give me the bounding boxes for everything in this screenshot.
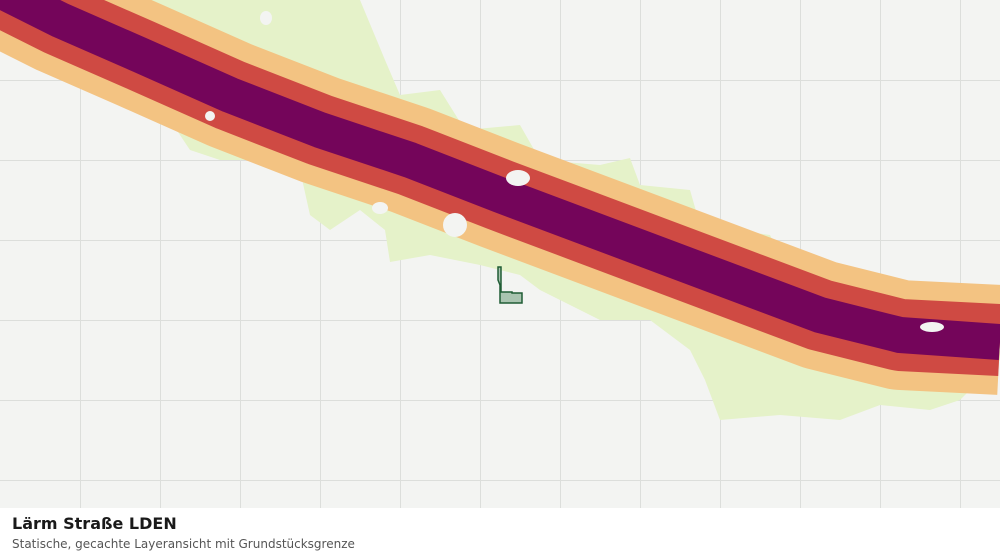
noise-bands (0, 0, 1000, 395)
building-gaps (205, 11, 944, 332)
parcel-boundary (497, 266, 523, 304)
map-title: Lärm Straße LDEN (12, 514, 177, 533)
map-subtitle: Statische, gecachte Layeransicht mit Gru… (12, 537, 355, 551)
noise-map (0, 0, 1000, 508)
caption: Lärm Straße LDEN Statische, gecachte Lay… (0, 508, 1000, 560)
noise-zone-very-high (0, 0, 1000, 360)
